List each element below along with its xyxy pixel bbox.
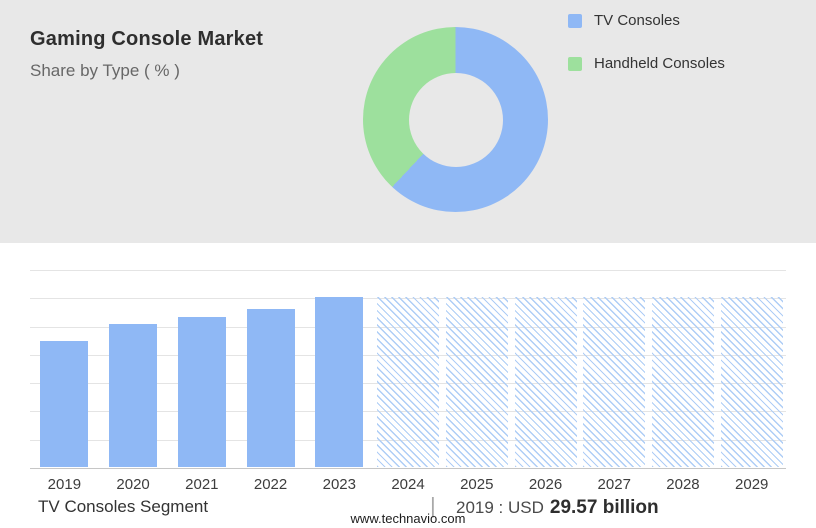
legend-swatch-icon xyxy=(568,13,582,28)
bar-chart xyxy=(30,270,786,469)
x-label-2023: 2023 xyxy=(322,476,356,493)
forecast-bar-2027 xyxy=(583,297,646,467)
donut-chart xyxy=(363,27,548,212)
bar-slot xyxy=(30,270,99,467)
bar-slot xyxy=(167,270,236,467)
forecast-bar-2024 xyxy=(377,297,440,467)
bar-slot xyxy=(511,270,580,467)
bar-slot xyxy=(374,270,443,467)
bar-slot xyxy=(442,270,511,467)
x-label-2022: 2022 xyxy=(253,476,288,493)
legend-item-handheld-consoles: Handheld Consoles xyxy=(568,55,725,72)
x-label-2019: 2019 xyxy=(47,476,82,493)
forecast-bar-2029 xyxy=(720,297,783,467)
x-axis-line xyxy=(30,468,786,469)
bar-2021 xyxy=(177,317,226,467)
donut-hole xyxy=(408,72,503,167)
legend-item-tv-consoles: TV Consoles xyxy=(568,12,725,29)
bar-slot xyxy=(305,270,374,467)
bar-slot xyxy=(580,270,649,467)
x-label-2026: 2026 xyxy=(528,476,563,493)
bar-panel: 2019 2020 2021 2022 2023 2024 2025 2026 2027 2028… xyxy=(0,243,816,528)
gridline xyxy=(30,270,786,271)
bar-slot xyxy=(649,270,718,467)
x-label-2020: 2020 xyxy=(116,476,150,493)
page-subtitle: Share by Type ( % ) xyxy=(30,61,180,80)
forecast-bar-2028 xyxy=(651,297,714,467)
page-title: Gaming Console Market xyxy=(30,28,264,50)
website-link[interactable]: www.technavio.com xyxy=(350,511,466,526)
value-prefix: 2019 : USD xyxy=(456,498,544,517)
bar-2019 xyxy=(40,341,89,467)
x-label-2021: 2021 xyxy=(185,476,219,493)
segment-label: TV Consoles Segment xyxy=(38,497,209,516)
bar-2022 xyxy=(246,309,295,467)
legend: TV Consoles Handheld Consoles xyxy=(568,12,725,98)
x-axis-labels: 2019 2020 2021 2022 2023 2024 2025 2026 2027 2028… xyxy=(30,476,786,493)
legend-swatch-icon xyxy=(568,56,582,71)
x-label-2027: 2027 xyxy=(597,476,631,493)
bar-slot xyxy=(99,270,168,467)
bar-slot xyxy=(717,270,786,467)
x-label-2028: 2028 xyxy=(666,476,700,493)
title-block: Gaming Console Market Share by Type ( % … xyxy=(30,28,263,81)
x-label-2025: 2025 xyxy=(460,476,494,493)
forecast-bar-2026 xyxy=(514,297,577,467)
value-bold: 29.57 billion xyxy=(549,497,659,518)
x-label-2029: 2029 xyxy=(735,476,769,493)
x-label-2024: 2024 xyxy=(391,476,425,493)
bar-2023 xyxy=(315,297,364,467)
bar-2020 xyxy=(109,324,158,467)
bar-slot xyxy=(236,270,305,467)
legend-label: Handheld Consoles xyxy=(594,55,725,72)
value-line: 2019 : USD 29.57 billion xyxy=(456,497,659,519)
footer: TV Consoles Segment | 2019 : USD 29.57 bi… xyxy=(0,493,816,525)
separator: | xyxy=(430,493,436,518)
legend-label: TV Consoles xyxy=(594,12,680,29)
bars xyxy=(30,270,786,467)
share-panel: Gaming Console Market Share by Type ( % … xyxy=(0,0,816,243)
forecast-bar-2025 xyxy=(445,297,508,467)
